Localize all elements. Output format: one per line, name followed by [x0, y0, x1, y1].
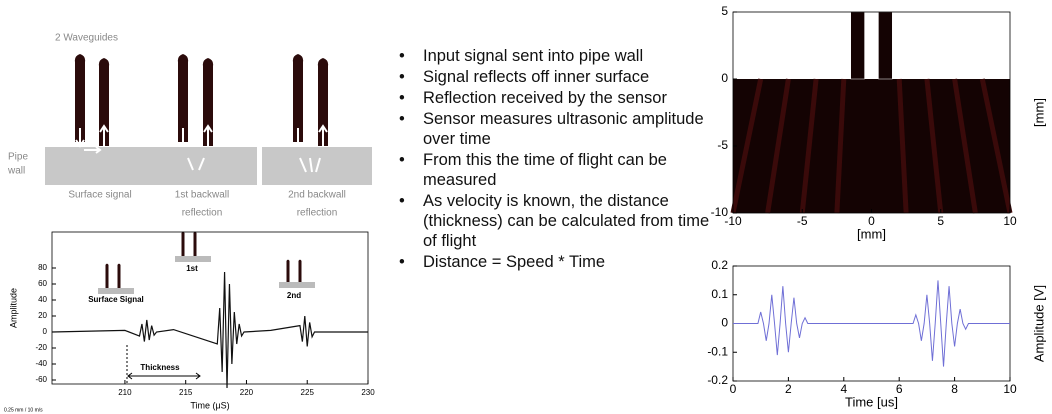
bullet: Input signal sent into pipe wall: [399, 46, 723, 66]
y-tick-label: 40: [38, 295, 47, 304]
annotation: 1st: [186, 264, 198, 273]
x-tick-label: 0: [730, 382, 737, 396]
x-tick-label: 220: [240, 388, 254, 397]
bullet: Signal reflects off inner surface: [399, 67, 723, 87]
bullet-list: Input signal sent into pipe wallSignal r…: [397, 46, 723, 273]
y-tick-label: 0.1: [711, 287, 728, 301]
x-tick-label: 210: [118, 388, 132, 397]
bullet: Sensor measures ultrasonic amplitude ove…: [399, 109, 723, 149]
x-tick-label: 8: [951, 382, 958, 396]
wavefront: [896, 78, 909, 214]
x-tick-label: 10: [1003, 382, 1017, 396]
x-tick-label: 230: [361, 388, 375, 397]
y-axis-label: [mm]: [1031, 98, 1046, 127]
caption: reflection: [182, 208, 223, 219]
bullet: Reflection received by the sensor: [399, 88, 723, 108]
y-tick-label: 0: [721, 71, 728, 85]
bullet: As velocity is known, the distance (thic…: [399, 191, 723, 251]
y-tick-label: 20: [38, 311, 47, 320]
y-tick-label: -40: [35, 359, 47, 368]
x-axis-label: Time (μS): [190, 400, 229, 410]
y-tick-label: -60: [35, 375, 47, 384]
x-tick-label: 10: [1003, 214, 1017, 228]
y-tick-label: -20: [35, 343, 47, 352]
caption: Surface signal: [68, 190, 131, 201]
annotation: 2nd: [287, 291, 301, 300]
x-axis-label: Time [us]: [845, 394, 898, 409]
wavefront: [924, 78, 944, 214]
wavefront: [979, 78, 1013, 214]
y-tick-label: 0: [721, 316, 728, 330]
y-axis-label: Amplitude: [8, 288, 18, 328]
caption: 1st backwall: [175, 190, 229, 201]
x-tick-label: 0: [868, 214, 875, 228]
x-tick-label: 4: [840, 382, 847, 396]
y-tick-label: 0: [43, 327, 48, 336]
bullet: From this the time of flight can be meas…: [399, 150, 723, 190]
annotation: Surface Signal: [88, 295, 144, 304]
pipe-label: Pipe: [8, 152, 28, 163]
thickness-arrow: [127, 372, 201, 380]
waveguide-group: [147, 54, 257, 185]
pipe-label: wall: [7, 166, 25, 177]
waveguide: [878, 11, 893, 80]
wavefront: [799, 78, 819, 214]
footnote: 0.25 mm / 10 m/s: [4, 407, 43, 413]
y-tick-label: 80: [38, 263, 47, 272]
bullet: Distance = Speed * Time: [399, 252, 723, 272]
y-tick-label: -0.2: [707, 373, 728, 387]
waveguide-group: [262, 54, 372, 185]
y-tick-label: 60: [38, 279, 47, 288]
x-tick-label: 215: [179, 388, 193, 397]
icon: [98, 231, 315, 294]
y-tick-label: 5: [721, 4, 728, 18]
wavefront: [952, 78, 978, 214]
annotation: Thickness: [140, 363, 180, 372]
waveguide-group: [45, 54, 155, 185]
wavefront: [730, 78, 764, 214]
wavefront: [765, 78, 791, 214]
caption: reflection: [297, 208, 338, 219]
field-image: [733, 79, 1010, 213]
wavefront: [834, 78, 847, 214]
x-axis-label: [mm]: [857, 226, 886, 241]
signal-line: [51, 271, 368, 389]
diagram-title: 2 Waveguides: [55, 33, 118, 44]
x-tick-label: -10: [724, 214, 742, 228]
caption: 2nd backwall: [288, 190, 346, 201]
plot-frame: [51, 231, 369, 385]
waveguide: [850, 11, 865, 80]
y-tick-label: -0.1: [707, 344, 728, 358]
x-tick-label: 5: [937, 214, 944, 228]
x-tick-label: -5: [797, 214, 808, 228]
signal-line: [733, 280, 1010, 367]
y-axis-label: Amplitude [V]: [1031, 285, 1046, 362]
x-tick-label: 2: [785, 382, 792, 396]
x-tick-label: 225: [301, 388, 315, 397]
x-tick-label: 6: [896, 382, 903, 396]
